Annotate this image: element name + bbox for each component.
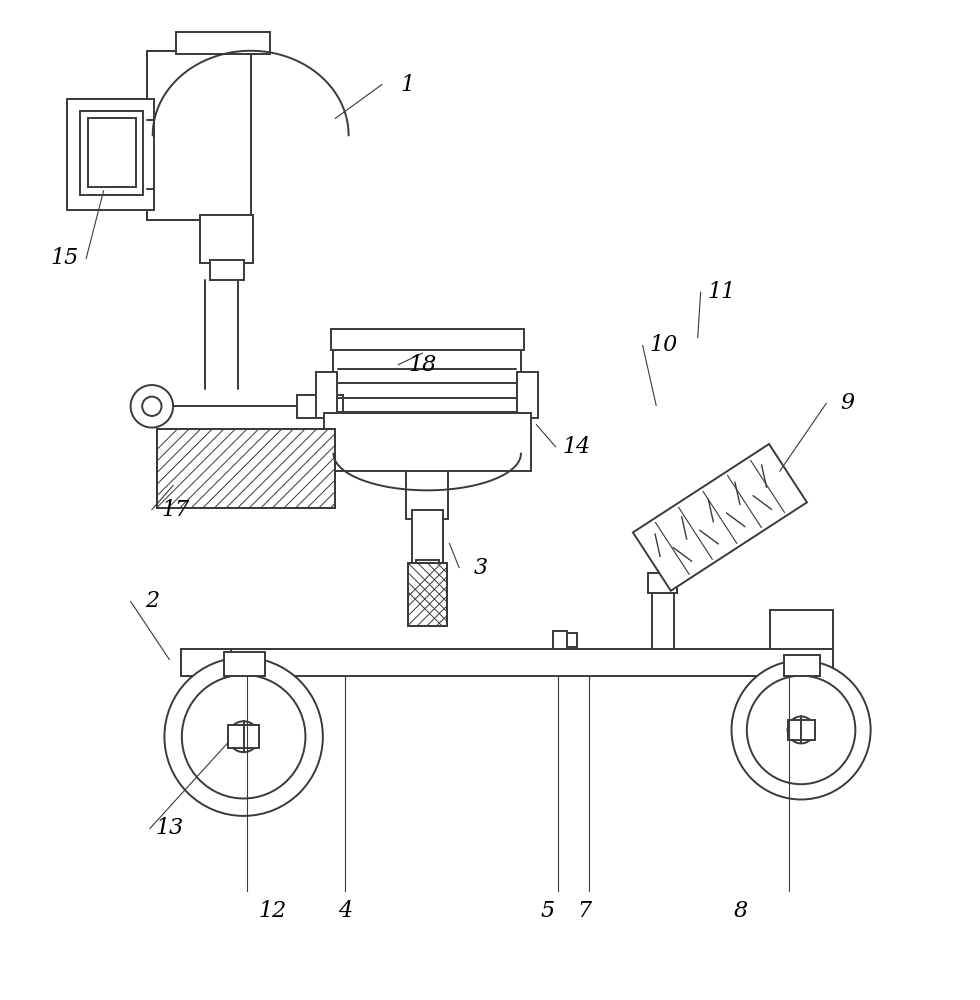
Bar bbox=[147, 51, 251, 220]
Text: 12: 12 bbox=[259, 900, 287, 922]
Bar bbox=[408, 563, 447, 626]
Circle shape bbox=[130, 385, 173, 428]
Bar bbox=[181, 649, 833, 676]
Circle shape bbox=[788, 716, 814, 743]
Bar bbox=[200, 215, 253, 263]
Text: 4: 4 bbox=[338, 900, 352, 922]
Bar bbox=[157, 429, 335, 508]
Text: 9: 9 bbox=[841, 392, 855, 414]
Bar bbox=[228, 725, 259, 748]
Bar bbox=[224, 652, 265, 676]
Bar bbox=[653, 586, 673, 649]
Bar bbox=[210, 260, 244, 280]
Bar bbox=[157, 429, 335, 508]
Bar bbox=[567, 633, 577, 647]
Text: 1: 1 bbox=[401, 74, 415, 96]
Circle shape bbox=[228, 721, 259, 752]
Bar bbox=[88, 118, 136, 187]
Text: 15: 15 bbox=[51, 247, 79, 269]
Circle shape bbox=[182, 675, 306, 798]
Circle shape bbox=[142, 397, 162, 416]
Text: 3: 3 bbox=[473, 557, 487, 579]
Bar bbox=[323, 413, 530, 471]
Bar bbox=[176, 32, 270, 54]
Text: 7: 7 bbox=[577, 900, 592, 922]
Bar bbox=[517, 372, 538, 418]
Text: 10: 10 bbox=[650, 334, 678, 356]
Text: 5: 5 bbox=[541, 900, 555, 922]
Text: 14: 14 bbox=[563, 436, 591, 458]
Bar bbox=[157, 429, 335, 508]
Bar bbox=[784, 655, 820, 676]
Text: 17: 17 bbox=[162, 499, 190, 521]
Text: 13: 13 bbox=[155, 817, 183, 839]
Bar bbox=[80, 111, 143, 195]
Circle shape bbox=[747, 676, 856, 784]
Bar bbox=[330, 329, 524, 350]
Bar bbox=[181, 649, 231, 676]
Polygon shape bbox=[633, 444, 807, 591]
Text: 18: 18 bbox=[409, 354, 436, 376]
Text: 11: 11 bbox=[708, 281, 736, 303]
Text: 8: 8 bbox=[734, 900, 749, 922]
Bar bbox=[649, 573, 677, 593]
Bar bbox=[406, 471, 449, 519]
Text: 2: 2 bbox=[145, 590, 159, 612]
Bar bbox=[297, 395, 343, 418]
Circle shape bbox=[731, 660, 870, 799]
Bar bbox=[788, 720, 814, 740]
Bar bbox=[317, 372, 337, 418]
Bar bbox=[408, 563, 447, 626]
Circle shape bbox=[165, 657, 322, 816]
Bar bbox=[770, 610, 833, 649]
Bar bbox=[553, 631, 567, 649]
Bar bbox=[67, 99, 154, 210]
Bar bbox=[416, 560, 439, 587]
Bar bbox=[412, 510, 443, 563]
